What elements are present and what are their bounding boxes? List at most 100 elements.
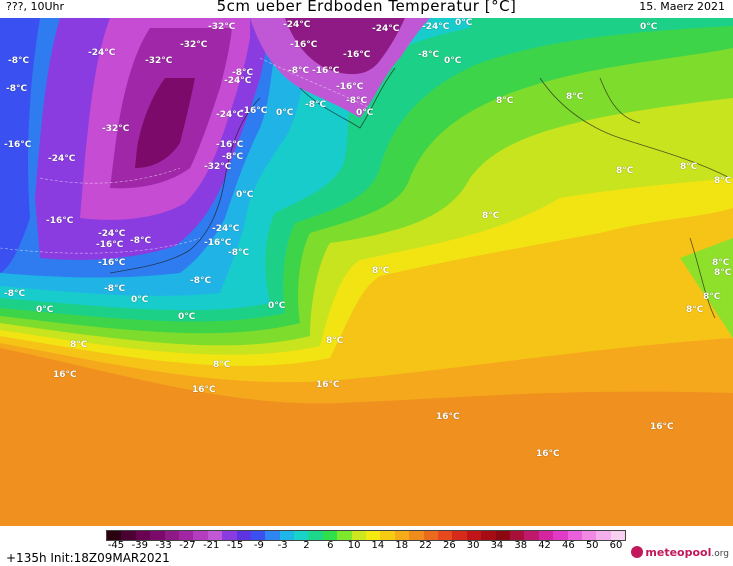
scale-tick-label: 34 [490,540,504,551]
isotherm-label: 0°C [268,301,286,311]
logo-text: meteopool [645,546,712,559]
color-swatch [107,531,122,540]
isotherm-label: 8°C [496,96,514,106]
color-swatch [366,531,381,540]
isotherm-label: -24°C [48,154,76,164]
isotherm-label: -16°C [96,240,124,250]
isotherm-label: -8°C [228,248,250,258]
isotherm-label: 8°C [616,166,634,176]
isotherm-label: -8°C [288,66,310,76]
color-swatch [178,531,194,540]
color-swatch [279,531,295,540]
temperature-field [0,18,733,526]
temperature-map: -32°C -24°C -32°C -24°C -24°C -16°C -8°C… [0,18,733,526]
isotherm-label: -16°C [290,40,318,50]
scale-tick-label: -15 [226,540,244,551]
scale-tick-label: 2 [303,540,310,551]
color-swatch [509,531,525,540]
isotherm-label: 8°C [714,176,732,186]
scale-tick-label: 18 [395,540,409,551]
meteopool-logo[interactable]: meteopool.org [631,546,729,559]
model-run-info: +135h Init:18Z09MAR2021 [6,551,170,565]
color-swatch [337,531,352,540]
scale-tick-label: -27 [179,540,196,551]
isotherm-label: 8°C [680,162,698,172]
isotherm-label: -24°C [98,229,126,239]
color-swatch [193,531,208,540]
color-swatch [380,531,395,540]
isotherm-label: -24°C [224,76,252,86]
isotherm-label: 16°C [536,449,560,459]
isotherm-label: -24°C [216,110,244,120]
isotherm-label: 8°C [712,258,730,268]
scale-tick-label: 6 [327,540,334,551]
color-swatch [322,531,338,540]
color-swatch [567,531,582,540]
isotherm-label: -8°C [232,68,254,78]
scale-tick-label: 22 [419,540,432,551]
isotherm-label: 8°C [703,292,721,302]
color-swatch [538,531,554,540]
isotherm-label: 8°C [372,266,390,276]
scale-tick-label: 50 [585,540,599,551]
isotherm-label: 16°C [53,370,77,380]
color-swatch [308,531,323,540]
color-swatch [150,531,165,540]
color-swatch [481,531,496,540]
color-swatch [466,531,482,540]
color-legend: -45 -39 -33 -27 -21 -15 -9 -3 2 6 10 14 18 22 26 30 34 38… [0,526,733,566]
color-swatch [394,531,410,540]
color-swatch [265,531,280,540]
isotherm-label: 8°C [326,336,344,346]
color-swatch [610,531,626,540]
isotherm-label: 16°C [436,412,460,422]
isotherm-label: -16°C [98,258,126,268]
color-swatch [351,531,367,540]
isotherm-label: 0°C [276,108,294,118]
color-swatch [236,531,251,540]
isotherm-label: -8°C [104,284,126,294]
isotherm-label: -24°C [283,20,311,30]
color-swatch [222,531,237,540]
isotherm-label: -24°C [212,224,240,234]
scale-tick-label: -45 [107,540,125,551]
isotherm-label: -16°C [343,50,371,60]
isotherm-label: 16°C [316,380,340,390]
color-swatch [596,531,611,540]
isotherm-label: -32°C [208,22,236,32]
isotherm-label: -24°C [422,22,450,32]
scale-tick-label: 14 [371,540,385,551]
isotherm-label: -8°C [130,236,152,246]
isotherm-label: -8°C [346,96,368,106]
isotherm-label: 0°C [131,295,149,305]
isotherm-label: 16°C [192,385,216,395]
isotherm-label: -16°C [240,106,268,116]
scale-tick-label: 38 [514,540,528,551]
color-swatch [452,531,467,540]
isotherm-label: -8°C [190,276,212,286]
isotherm-label: 8°C [566,92,584,102]
scale-tick-label: 46 [562,540,575,551]
isotherm-label: -32°C [102,124,130,134]
scale-tick-label: -39 [131,540,148,551]
isotherm-label: 0°C [640,22,658,32]
header-bar: ???, 10Uhr 5cm ueber Erdboden Temperatur… [0,0,733,18]
isotherm-label: 8°C [70,340,88,350]
scale-tick-label: -9 [253,540,264,551]
isotherm-label: -24°C [372,24,400,34]
isotherm-label: -8°C [4,289,26,299]
color-swatch [524,531,539,540]
isotherm-label: 0°C [236,190,254,200]
isotherm-label: 8°C [482,211,500,221]
scale-tick-label: 30 [466,540,480,551]
isotherm-label: 0°C [444,56,462,66]
color-scale-bar [106,530,626,541]
color-swatch [423,531,438,540]
scale-tick-label: 60 [609,540,623,551]
isotherm-label: -8°C [222,152,244,162]
color-scale-ticks: -45 -39 -33 -27 -21 -15 -9 -3 2 6 10 14 18 22 26 30 34 38… [106,540,626,552]
logo-suffix: .org [711,549,729,559]
isotherm-label: 0°C [455,18,473,28]
color-swatch [553,531,568,540]
isotherm-label: -32°C [145,56,173,66]
